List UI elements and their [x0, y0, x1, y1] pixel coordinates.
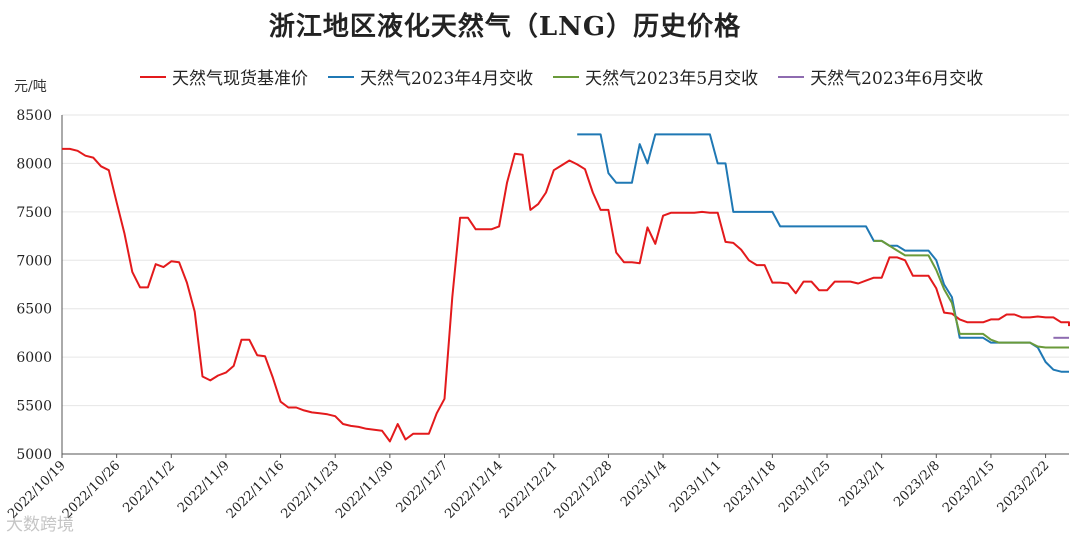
legend-item-jun: 天然气2023年6月交收 — [778, 64, 983, 89]
legend-label-jun: 天然气2023年6月交收 — [810, 69, 984, 89]
x-tick-label: 2022/11/9 — [175, 458, 233, 516]
y-tick-label: 5500 — [16, 399, 52, 415]
x-tick-label: 2023/2/15 — [940, 458, 998, 516]
series-line-0 — [62, 147, 1070, 443]
x-tick-label: 2023/2/8 — [891, 458, 943, 510]
x-tick-label: 2023/1/18 — [721, 458, 779, 516]
legend-item-spot: 天然气现货基准价 — [140, 64, 308, 89]
x-tick-label: 2022/12/28 — [552, 458, 616, 522]
y-tick-label: 8000 — [16, 156, 52, 172]
x-tick-label: 2023/1/4 — [618, 458, 670, 510]
legend-item-apr: 天然气2023年4月交收 — [328, 64, 533, 89]
legend-swatch-jun — [778, 75, 805, 78]
y-tick-label: 6000 — [16, 350, 52, 366]
y-tick-label: 7000 — [16, 253, 52, 269]
x-tick-label: 2023/2/22 — [995, 458, 1053, 516]
chart-legend: 天然气现货基准价 天然气2023年4月交收 天然气2023年5月交收 天然气20… — [140, 64, 1003, 89]
x-tick-label: 2022/11/2 — [120, 458, 178, 516]
legend-label-may: 天然气2023年5月交收 — [585, 69, 759, 89]
legend-swatch-may — [553, 75, 580, 78]
legend-label-apr: 天然气2023年4月交收 — [360, 69, 534, 89]
x-tick-label: 2023/2/1 — [837, 458, 889, 510]
series-line-2 — [873, 239, 1069, 349]
legend-label-spot: 天然气现货基准价 — [172, 69, 308, 89]
x-tick-label: 2023/1/25 — [776, 458, 834, 516]
x-tick-label: 2022/11/23 — [278, 458, 342, 522]
x-tick-label: 2023/1/11 — [667, 458, 725, 516]
chart-title: 浙江地区液化天然气（LNG）历史价格 — [268, 12, 742, 42]
y-tick-label: 5000 — [16, 447, 52, 463]
legend-swatch-apr — [328, 75, 354, 78]
series-line-1 — [577, 133, 1069, 373]
y-tick-label: 7500 — [16, 205, 52, 221]
x-tick-label: 2022/12/14 — [442, 458, 506, 522]
x-tick-label: 2022/11/16 — [224, 458, 288, 522]
watermark: 大数跨境 — [6, 515, 74, 535]
x-tick-label: 2022/12/7 — [394, 458, 452, 516]
legend-swatch-spot — [140, 75, 166, 78]
y-tick-label: 8500 — [16, 108, 52, 124]
y-tick-label: 6500 — [16, 302, 52, 318]
y-axis-label: 元/吨 — [14, 79, 47, 95]
x-tick-label: 2022/11/30 — [333, 458, 397, 522]
legend-item-may: 天然气2023年5月交收 — [553, 64, 758, 89]
x-tick-label: 2022/12/21 — [497, 458, 561, 522]
